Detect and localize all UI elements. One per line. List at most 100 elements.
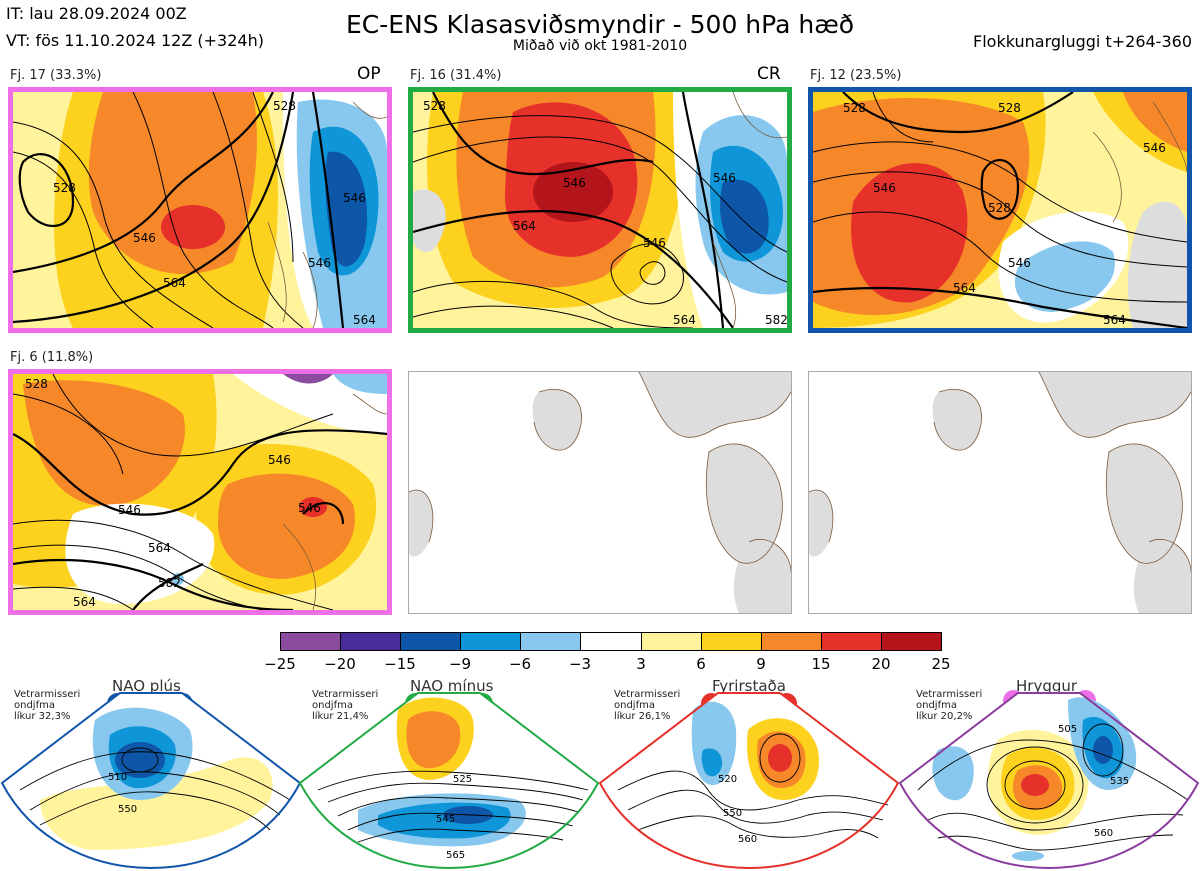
colorbar-tick: −15 [384, 655, 416, 673]
regime-3-title: Fyrirstaða [712, 677, 786, 695]
valid-time: VT: fös 11.10.2024 12Z (+324h) [6, 31, 264, 50]
cluster-2-tag: CR [757, 64, 781, 84]
regime-note-line: líkur 20,2% [916, 711, 973, 722]
contour-label: 546 [643, 236, 666, 250]
regime-contour-label: 560 [738, 834, 757, 845]
contour-label: 564 [163, 276, 186, 290]
contour-label: 546 [343, 191, 366, 205]
colorbar-tick: 25 [931, 655, 951, 673]
contour-label: 564 [73, 595, 96, 609]
cluster-4-contour-labels: 528 546 546 564 546 564 582 [25, 377, 321, 609]
regime-4-title: Hryggur [1016, 677, 1078, 695]
colorbar-tick: 9 [756, 655, 766, 673]
cluster-4-map: 528 546 546 564 546 564 582 [8, 369, 392, 615]
contour-label: 582 [158, 576, 181, 590]
contour-label: 564 [953, 281, 976, 295]
colorbar-cell [881, 633, 942, 650]
colorbar-tick: 6 [696, 655, 706, 673]
regime-1-title: NAO plús [112, 677, 181, 695]
regime-2-title: NAO mínus [410, 677, 494, 695]
page-subtitle: Miðað við okt 1981-2010 [512, 38, 688, 54]
colorbar-cell [461, 633, 522, 650]
regime-note-line: líkur 32,3% [14, 711, 71, 722]
regime-3-note: Vetrarmisseri ondjfma líkur 26,1% [614, 689, 680, 722]
colorbar-tick: 15 [811, 655, 831, 673]
regime-note-line: ondjfma [312, 700, 353, 711]
cluster-3-label: Fj. 12 (23.5%) [810, 68, 902, 83]
regime-4-map: 505 535 560 [898, 692, 1200, 870]
contour-label: 546 [118, 503, 141, 517]
colorbar-cell [641, 633, 702, 650]
contour-label: 546 [268, 453, 291, 467]
regime-2-note: Vetrarmisseri ondjfma líkur 21,4% [312, 689, 378, 722]
colorbar-tick: 3 [636, 655, 646, 673]
regime-note-line: Vetrarmisseri [614, 689, 681, 700]
cluster-2-contour-labels: 528 546 564 546 546 564 582 [423, 99, 787, 327]
contour-label: 564 [353, 313, 376, 327]
contour-label: 528 [998, 101, 1021, 115]
regime-note-line: Vetrarmisseri [14, 689, 81, 700]
regime-contour-label: 510 [108, 772, 127, 783]
cluster-1-contour-labels: 528 546 564 546 528 546 564 [53, 99, 376, 327]
colorbar-cell [581, 633, 642, 650]
colorbar-cell [521, 633, 582, 650]
contour-label: 546 [308, 256, 331, 270]
cluster-2-map: 528 546 564 546 546 564 582 [408, 87, 792, 333]
cluster-3-contour-labels: 528 528 546 528 546 564 564 546 [843, 101, 1166, 327]
contour-label: 564 [513, 219, 536, 233]
regime-contour-label: 520 [718, 774, 737, 785]
contour-label: 546 [1143, 141, 1166, 155]
empty-map-2 [808, 371, 1192, 614]
regime-contour-label: 545 [436, 814, 455, 825]
contour-label: 528 [423, 99, 446, 113]
contour-label: 528 [988, 201, 1011, 215]
regime-contour-label: 550 [118, 804, 137, 815]
classification-window: Flokkunargluggi t+264-360 [973, 32, 1192, 51]
colorbar-tick: 20 [871, 655, 891, 673]
contour-label: 528 [53, 181, 76, 195]
regime-1-note: Vetrarmisseri ondjfma líkur 32,3% [14, 689, 80, 722]
regime-note-line: ondjfma [614, 700, 655, 711]
empty-map-1 [408, 371, 792, 614]
regime-4-note: Vetrarmisseri ondjfma líkur 20,2% [916, 689, 982, 722]
colorbar-cell [821, 633, 882, 650]
regime-3-map: 520 550 560 [598, 692, 900, 870]
cluster-1-label: Fj. 17 (33.3%) [10, 68, 102, 83]
contour-label: 546 [873, 181, 896, 195]
regime-note-line: ondjfma [916, 700, 957, 711]
contour-label: 564 [1103, 313, 1126, 327]
contour-label: 546 [713, 171, 736, 185]
contour-label: 528 [25, 377, 48, 391]
contour-label: 564 [673, 313, 696, 327]
page-title: EC-ENS Klasasviðsmyndir - 500 hPa hæð [345, 10, 855, 39]
regime-note-line: Vetrarmisseri [312, 689, 379, 700]
regime-contour-label: 565 [446, 850, 465, 861]
regime-contour-label: 560 [1094, 828, 1113, 839]
cluster-2-label: Fj. 16 (31.4%) [410, 68, 502, 83]
colorbar-cell [761, 633, 822, 650]
colorbar-cell [401, 633, 462, 650]
regime-contour-label: 535 [1110, 776, 1129, 787]
colorbar-tick: −25 [264, 655, 296, 673]
regime-contour-label: 525 [453, 774, 472, 785]
contour-label: 528 [273, 99, 296, 113]
regime-note-line: líkur 21,4% [312, 711, 369, 722]
regime-note-line: ondjfma [14, 700, 55, 711]
regime-note-line: Vetrarmisseri [916, 689, 983, 700]
contour-label: 582 [765, 313, 787, 327]
colorbar-tick: −9 [448, 655, 472, 673]
cluster-1-map: 528 546 564 546 528 546 564 [8, 87, 392, 333]
contour-label: 546 [298, 501, 321, 515]
colorbar-tick: −3 [568, 655, 592, 673]
regime-contour-label: 505 [1058, 724, 1077, 735]
contour-label: 546 [563, 176, 586, 190]
contour-label: 564 [148, 541, 171, 555]
cluster-3-map: 528 528 546 528 546 564 564 546 [808, 87, 1192, 333]
colorbar-tick: −20 [324, 655, 356, 673]
colorbar-cell [341, 633, 402, 650]
colorbar-cell [701, 633, 762, 650]
init-time: IT: lau 28.09.2024 00Z [6, 4, 187, 23]
contour-label: 546 [1008, 256, 1031, 270]
regime-contour-label: 550 [723, 808, 742, 819]
cluster-1-tag: OP [357, 64, 381, 84]
